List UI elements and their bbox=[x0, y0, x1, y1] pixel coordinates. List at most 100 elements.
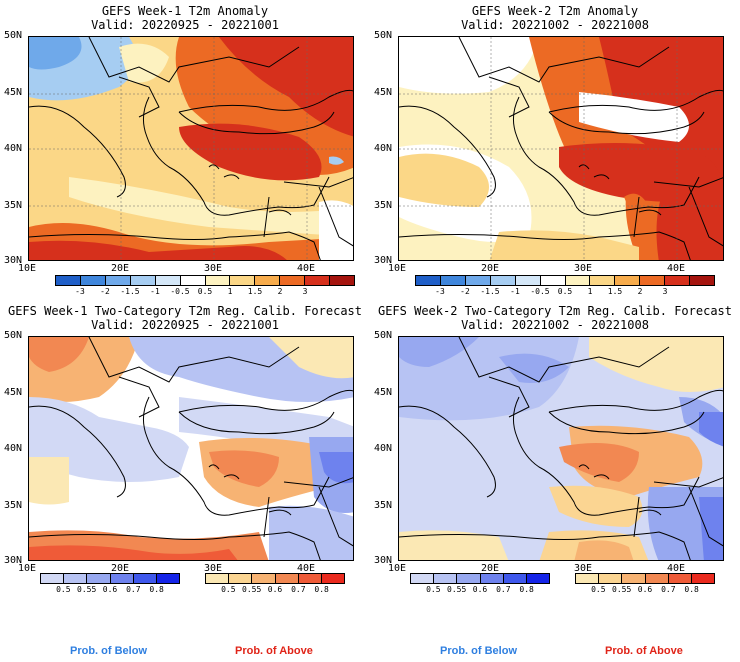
colorbar-label: -1 bbox=[510, 287, 520, 296]
colorbar-label: -0.5 bbox=[530, 287, 550, 296]
colorbar-label: 0.5 bbox=[426, 585, 441, 594]
colorbar-label: 0.55 bbox=[242, 585, 262, 594]
panel-title: GEFS Week-1 Two-Category T2m Reg. Calib.… bbox=[7, 304, 362, 318]
colorbar-swatch bbox=[465, 276, 491, 285]
colorbar-swatch bbox=[56, 276, 81, 285]
colorbar-swatch bbox=[275, 574, 299, 583]
lat-label: 35N bbox=[374, 500, 393, 511]
colorbar-swatch bbox=[457, 574, 481, 583]
lat-label: 30N bbox=[374, 555, 393, 566]
colorbar-swatch bbox=[615, 276, 641, 285]
lon-label: 10E bbox=[388, 563, 407, 574]
prob-above-labels: 0.5 0.55 0.6 0.7 0.8 bbox=[575, 586, 715, 596]
colorbar-swatch bbox=[110, 574, 134, 583]
colorbar-swatch bbox=[599, 574, 623, 583]
panel-title: GEFS Week-1 T2m Anomaly bbox=[101, 4, 269, 18]
lat-label: 40N bbox=[374, 443, 393, 454]
colorbar-label: 1 bbox=[227, 287, 233, 296]
lon-label: 20E bbox=[481, 263, 500, 274]
colorbar-label: -3 bbox=[75, 287, 85, 296]
colorbar-swatch bbox=[490, 276, 516, 285]
lat-label: 35N bbox=[374, 200, 393, 211]
lon-label: 40E bbox=[297, 563, 316, 574]
colorbar-label: 0.5 bbox=[56, 585, 71, 594]
colorbar-swatch bbox=[330, 276, 355, 285]
footer-prob-above: Prob. of Above bbox=[605, 645, 683, 657]
colorbar-label: 0.7 bbox=[496, 585, 511, 594]
lon-label: 40E bbox=[667, 563, 686, 574]
colorbar-label: 0.55 bbox=[612, 585, 632, 594]
lat-label: 45N bbox=[374, 87, 393, 98]
colorbar-swatch bbox=[305, 276, 331, 285]
colorbar-swatch bbox=[576, 574, 600, 583]
colorbar-label: 0.8 bbox=[149, 585, 164, 594]
anomaly-map-week2 bbox=[398, 36, 724, 261]
lat-label: 50N bbox=[374, 330, 393, 341]
colorbar-label: 2 bbox=[277, 287, 283, 296]
colorbar-swatch bbox=[230, 276, 256, 285]
panel-title: GEFS Week-2 T2m Anomaly bbox=[471, 4, 639, 18]
colorbar-label: -1 bbox=[150, 287, 160, 296]
colorbar-swatch bbox=[156, 574, 180, 583]
colorbar-label: 0.55 bbox=[77, 585, 97, 594]
lon-label: 30E bbox=[574, 263, 593, 274]
lon-label: 40E bbox=[667, 263, 686, 274]
colorbar-swatch bbox=[434, 574, 458, 583]
prob-above-labels: 0.5 0.55 0.6 0.7 0.8 bbox=[205, 586, 345, 596]
lat-label: 30N bbox=[4, 555, 23, 566]
colorbar-label: 1 bbox=[587, 287, 593, 296]
colorbar-swatch bbox=[130, 276, 156, 285]
lat-label: 45N bbox=[4, 387, 23, 398]
prob-below-labels: 0.5 0.55 0.6 0.7 0.8 bbox=[40, 586, 180, 596]
colorbar-swatch bbox=[298, 574, 322, 583]
colorbar-label: 1.5 bbox=[607, 287, 623, 296]
colorbar-swatch bbox=[321, 574, 345, 583]
panel-week1-probability: GEFS Week-1 Two-Category T2m Reg. Calib.… bbox=[0, 300, 370, 600]
anomaly-colorbar bbox=[415, 275, 715, 286]
lat-label: 50N bbox=[374, 30, 393, 41]
colorbar-swatch bbox=[690, 276, 715, 285]
lon-label: 30E bbox=[204, 563, 223, 574]
footer-prob-above: Prob. of Above bbox=[235, 645, 313, 657]
prob-above-colorbar bbox=[205, 573, 345, 584]
anomaly-map-week1 bbox=[28, 36, 354, 261]
anomaly-colorbar bbox=[55, 275, 355, 286]
colorbar-swatch bbox=[133, 574, 157, 583]
colorbar-swatch bbox=[41, 574, 65, 583]
colorbar-swatch bbox=[80, 276, 106, 285]
panel-week2-anomaly: GEFS Week-2 T2m Anomaly Valid: 20221002 … bbox=[370, 0, 740, 300]
colorbar-swatch bbox=[668, 574, 692, 583]
lat-label: 35N bbox=[4, 200, 23, 211]
panel-week1-anomaly: GEFS Week-1 T2m Anomaly Valid: 20220925 … bbox=[0, 0, 370, 300]
lon-label: 10E bbox=[18, 563, 37, 574]
colorbar-swatch bbox=[87, 574, 111, 583]
colorbar-label: 0.7 bbox=[661, 585, 676, 594]
colorbar-label: 0.6 bbox=[267, 585, 283, 594]
colorbar-label: -2 bbox=[100, 287, 110, 296]
panel-valid-date: Valid: 20220925 - 20221001 bbox=[91, 318, 279, 332]
lat-label: 40N bbox=[374, 143, 393, 154]
colorbar-label: -2 bbox=[460, 287, 470, 296]
colorbar-swatch bbox=[480, 574, 504, 583]
colorbar-label: 0.6 bbox=[472, 585, 488, 594]
colorbar-swatch bbox=[691, 574, 715, 583]
colorbar-swatch bbox=[640, 276, 666, 285]
prob-below-labels: 0.5 0.55 0.6 0.7 0.8 bbox=[410, 586, 550, 596]
colorbar-swatch bbox=[206, 574, 230, 583]
colorbar-label: -1.5 bbox=[120, 287, 140, 296]
colorbar-swatch bbox=[440, 276, 466, 285]
colorbar-label: 2 bbox=[637, 287, 643, 296]
colorbar-label: -0.5 bbox=[170, 287, 190, 296]
colorbar-label: 0.6 bbox=[102, 585, 118, 594]
colorbar-label: 0.5 bbox=[591, 585, 606, 594]
colorbar-swatch bbox=[255, 276, 281, 285]
panel-title: GEFS Week-2 Two-Category T2m Reg. Calib.… bbox=[377, 304, 732, 318]
colorbar-swatch bbox=[645, 574, 669, 583]
panel-week2-probability: GEFS Week-2 Two-Category T2m Reg. Calib.… bbox=[370, 300, 740, 600]
anomaly-colorbar-labels: -3 -2 -1.5 -1 -0.5 0.5 1 1.5 2 3 bbox=[55, 288, 355, 298]
panel-valid-date: Valid: 20221002 - 20221008 bbox=[461, 18, 649, 32]
colorbar-label: 0.8 bbox=[519, 585, 534, 594]
lon-label: 10E bbox=[388, 263, 407, 274]
lon-label: 30E bbox=[574, 563, 593, 574]
colorbar-label: 0.5 bbox=[557, 287, 573, 296]
